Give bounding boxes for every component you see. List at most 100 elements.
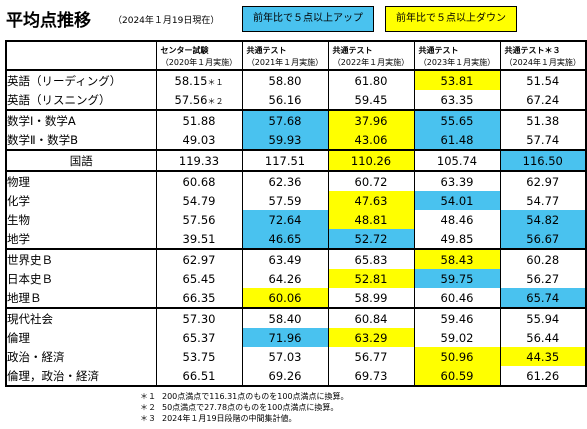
table-row: 世界史Ｂ 62.97 63.49 65.83 58.43 60.28 [5,248,587,269]
score-cell: 65.45 [155,269,243,288]
subject-cell: 地理Ｂ [5,288,157,309]
score-cell: 43.06 [327,130,415,151]
score-cell: 53.75 [155,347,243,366]
score-value: 57.68 [268,113,302,128]
table-row: 化学 54.79 57.59 47.63 54.01 54.77 [5,191,587,210]
score-cell: 57.56 [155,210,243,229]
title-date: （2024年１月19日現在） [113,16,220,26]
score-value: 60.46 [440,290,474,305]
score-cell: 61.80 [327,69,415,90]
score-value: 55.65 [440,113,474,128]
table-row: 英語（リーディング） 58.15＊１ 58.80 61.80 53.81 51.54 [5,69,587,90]
score-cell: 49.03 [155,130,243,151]
column-subheader: （2022年１月実施） [327,56,415,71]
score-cell: 54.82 [499,210,587,229]
score-cell: 55.94 [499,307,587,328]
score-cell: 56.67 [499,229,587,250]
score-value: 48.46 [440,212,474,227]
subject-cell: 英語（リスニング） [5,90,157,111]
score-cell: 62.97 [155,248,243,269]
score-cell: 59.75 [413,269,501,288]
score-cell: 69.73 [327,366,415,387]
legend-up: 前年比で５点以上アップ [242,6,374,32]
score-value: 71.96 [268,330,302,345]
column-header: 共通テスト [413,40,501,56]
score-value: 116.50 [522,153,563,168]
score-value: 61.26 [526,368,560,383]
score-value: 52.81 [354,271,388,286]
footnote: ＊２ 50点満点で27.78点のものを100点満点に換算。 [140,403,339,412]
score-value: 52.72 [354,231,388,246]
score-cell: 72.64 [241,210,329,229]
column-header: センター試験 [155,40,243,56]
score-cell: 62.97 [499,170,587,191]
score-value: 49.03 [182,132,216,147]
score-cell: 54.77 [499,191,587,210]
score-cell: 69.26 [241,366,329,387]
score-cell: 47.63 [327,191,415,210]
score-value: 37.96 [354,113,388,128]
score-value: 62.97 [526,174,560,189]
score-value: 59.02 [440,330,474,345]
score-cell: 60.28 [499,248,587,269]
score-value: 54.82 [526,212,560,227]
subject-cell: 数学Ⅱ・数学B [5,130,157,151]
score-value: 61.80 [354,73,388,88]
score-value: 56.67 [526,231,560,246]
score-value: 57.03 [268,349,302,364]
score-value: 58.99 [354,290,388,305]
table-row: 生物 57.56 72.64 48.81 48.46 54.82 [5,210,587,229]
score-value: 69.73 [354,368,388,383]
subject-cell: 日本史Ｂ [5,269,157,288]
score-cell: 57.68 [241,109,329,130]
score-value: 58.40 [268,311,302,326]
score-cell: 116.50 [499,149,587,172]
score-cell: 37.96 [327,109,415,130]
score-cell: 54.79 [155,191,243,210]
score-value: 60.06 [268,290,302,305]
score-cell: 57.03 [241,347,329,366]
table-row: 数学Ⅰ・数学A 51.88 57.68 37.96 55.65 51.38 [5,109,587,130]
score-cell: 59.93 [241,130,329,151]
footnote: ＊３ 2024年１月19日段階の中間集計値。 [140,414,297,423]
score-value: 57.56 [174,92,208,107]
score-value: 60.68 [182,174,216,189]
table-row: 倫理 65.37 71.96 63.29 59.02 56.44 [5,328,587,347]
score-cell: 57.56＊２ [155,90,243,111]
score-value: 56.16 [268,92,302,107]
score-value: 65.83 [354,252,388,267]
score-cell: 65.37 [155,328,243,347]
score-cell: 71.96 [241,328,329,347]
score-value: 58.43 [440,252,474,267]
page-title: 平均点推移 [6,11,91,31]
footnote: ＊１ 200点満点で116.31点のものを100点満点に換算。 [140,392,349,401]
subject-cell: 現代社会 [5,307,157,328]
score-value: 53.75 [182,349,216,364]
score-value: 48.81 [354,212,388,227]
score-cell: 66.51 [155,366,243,387]
score-cell: 51.38 [499,109,587,130]
score-cell: 57.30 [155,307,243,328]
subject-cell: 倫理 [5,328,157,347]
score-value: 53.81 [440,73,474,88]
score-cell: 49.85 [413,229,501,250]
column-subheader: （2020年１月実施） [155,56,243,71]
table-row: 英語（リスニング） 57.56＊２ 56.16 59.45 63.35 67.24 [5,90,587,111]
score-cell: 54.01 [413,191,501,210]
score-value: 63.35 [440,92,474,107]
score-cell: 60.68 [155,170,243,191]
score-value: 58.80 [268,73,302,88]
score-cell: 59.02 [413,328,501,347]
score-cell: 59.45 [327,90,415,111]
table-row: 地学 39.51 46.65 52.72 49.85 56.67 [5,229,587,250]
score-value: 56.27 [526,271,560,286]
subject-cell: 化学 [5,191,157,210]
subject-cell: 英語（リーディング） [5,69,157,90]
score-value: 43.06 [354,132,388,147]
score-cell: 55.65 [413,109,501,130]
score-cell: 59.46 [413,307,501,328]
score-cell: 44.35 [499,347,587,366]
score-value: 66.35 [182,290,216,305]
score-cell: 65.83 [327,248,415,269]
score-cell: 62.36 [241,170,329,191]
